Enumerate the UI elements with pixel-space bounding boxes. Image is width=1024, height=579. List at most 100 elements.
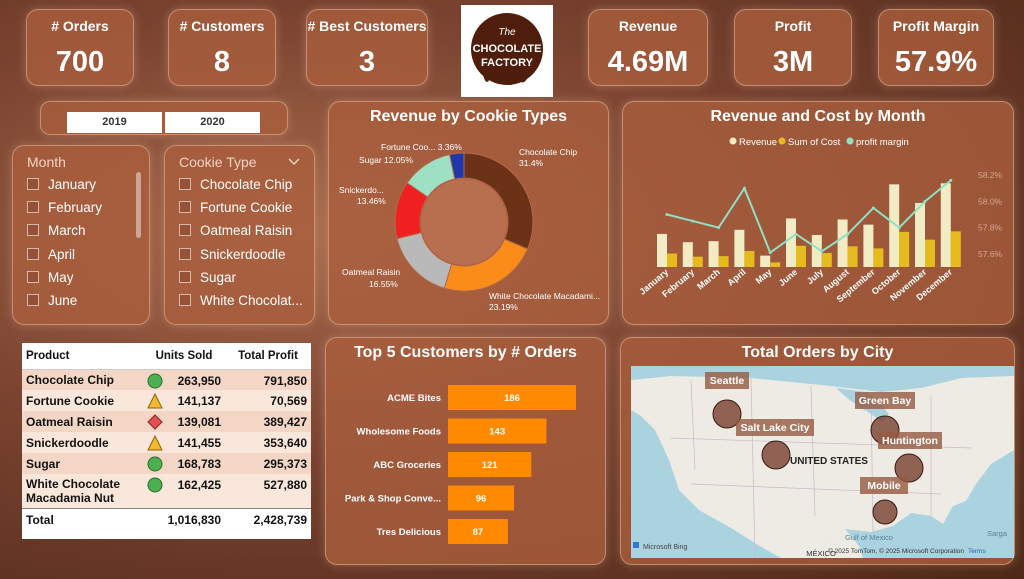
units-value: 162,425 — [177, 478, 221, 492]
header-units-sold[interactable]: Units Sold — [143, 343, 225, 370]
month-item-june[interactable]: June — [27, 290, 77, 310]
customer-label: Park & Shop Conve... — [345, 494, 441, 505]
profit-value: 791,850 — [263, 373, 307, 388]
month-item-label: January — [48, 176, 97, 192]
bar-revenue[interactable] — [786, 218, 796, 267]
bar-cost[interactable] — [950, 231, 961, 267]
label-sugar: Sugar 12.05% — [359, 155, 413, 165]
cell-profit: 527,880 — [225, 474, 311, 508]
label-oatmeal-name: Oatmeal Raisin — [342, 267, 400, 277]
customer-bar[interactable] — [448, 519, 508, 544]
bar-revenue[interactable] — [889, 184, 900, 267]
checkbox-icon — [179, 294, 191, 306]
map-label-country: UNITED STATES — [790, 456, 868, 467]
cookie-item-white-chocolate[interactable]: White Chocolat... — [179, 290, 303, 310]
status-green-circle-icon — [147, 373, 163, 388]
bar-cost[interactable] — [847, 246, 858, 267]
bar-cost[interactable] — [718, 256, 729, 267]
bar-revenue[interactable] — [811, 234, 822, 267]
map-bubble-mobile[interactable] — [872, 499, 898, 525]
cookie-item-chocolate-chip[interactable]: Chocolate Chip — [179, 174, 292, 194]
map-label-bg-green-bay — [855, 392, 915, 409]
header-product[interactable]: Product — [22, 343, 143, 370]
table-row[interactable]: Chocolate Chip 263,950 791,850 — [22, 369, 311, 390]
bar-cost[interactable] — [821, 253, 832, 267]
bar-cost[interactable] — [899, 231, 910, 267]
customer-bar[interactable] — [448, 452, 532, 477]
units-value: 263,950 — [177, 373, 221, 388]
customer-bar[interactable] — [448, 385, 576, 410]
kpi-customers-value: 8 — [213, 46, 231, 78]
checkbox-icon — [179, 201, 191, 213]
month-slicer-scrollbar[interactable] — [136, 172, 141, 238]
month-item-march[interactable]: March — [27, 220, 86, 240]
cookie-item-oatmeal-raisin[interactable]: Oatmeal Raisin — [179, 220, 292, 240]
table-row[interactable]: White Chocolate Macadamia Nut 162,425 527,… — [22, 474, 311, 508]
table-row[interactable]: Snickerdoodle 141,455 353,640 — [22, 432, 311, 453]
total-label: Total — [22, 507, 143, 532]
map-bubble-seattle[interactable] — [712, 399, 742, 429]
kpi-orders-card: # Orders 700 — [26, 9, 134, 86]
map-label-mobile: Mobile — [867, 480, 900, 492]
bar-revenue[interactable] — [915, 202, 925, 267]
checkbox-icon — [179, 178, 191, 190]
header-total-profit[interactable]: Total Profit — [225, 343, 311, 370]
table-row[interactable]: Fortune Cookie 141,137 70,569 — [22, 390, 311, 411]
donut-slice-fortune[interactable] — [448, 152, 465, 180]
customer-bar[interactable] — [448, 485, 515, 511]
bar-cost[interactable] — [667, 253, 677, 267]
bar-cost[interactable] — [770, 262, 781, 267]
map-view[interactable]: Seattle Green Bay Salt Lake City Hunting… — [631, 366, 1014, 558]
bar-revenue[interactable] — [837, 219, 848, 267]
checkbox-icon — [27, 224, 39, 236]
bar-cost[interactable] — [692, 256, 703, 267]
month-item-february[interactable]: February — [27, 197, 102, 217]
bar-revenue[interactable] — [940, 183, 951, 267]
margin-point — [820, 249, 824, 253]
legend-revenue-dot — [729, 137, 737, 145]
bar-revenue[interactable] — [760, 255, 771, 267]
table-row[interactable]: Oatmeal Raisin 139,081 389,427 — [22, 411, 311, 432]
map-bubble-salt-lake-city[interactable] — [761, 440, 791, 470]
bar-cost[interactable] — [873, 248, 884, 267]
label-chocolate-chip-pct: 31.4% — [519, 158, 544, 168]
label-snickerdoodle-name: Snickerdo... — [339, 185, 384, 195]
bar-cost[interactable] — [744, 250, 755, 267]
year-button-2019[interactable]: 2019 — [67, 112, 162, 133]
cell-units: 263,950 — [143, 369, 225, 390]
table-row[interactable]: Sugar 168,783 295,373 — [22, 453, 311, 474]
cookie-item-snickerdoodle[interactable]: Snickerdoodle — [179, 244, 286, 264]
chevron-down-icon[interactable] — [288, 158, 300, 166]
margin-point — [794, 232, 798, 236]
month-item-january[interactable]: January — [27, 174, 96, 194]
customer-bar[interactable] — [448, 418, 547, 444]
month-item-april[interactable]: April — [27, 244, 75, 264]
year-button-2020[interactable]: 2020 — [165, 112, 260, 133]
map-bubble-huntington[interactable] — [894, 453, 924, 483]
customer-value: 143 — [489, 427, 505, 438]
kpi-best-customers-label: # Best Customers — [307, 18, 427, 34]
kpi-profit-value: 3M — [772, 46, 814, 78]
product-name: Oatmeal Raisin — [26, 414, 113, 429]
bar-revenue[interactable] — [682, 242, 693, 267]
kpi-profit-label: Profit — [774, 18, 812, 34]
map-graphic: Seattle Green Bay Salt Lake City Hunting… — [631, 366, 1014, 558]
bar-cost[interactable] — [925, 239, 935, 267]
bar-revenue[interactable] — [657, 233, 667, 267]
cookie-item-fortune-cookie[interactable]: Fortune Cookie — [179, 197, 292, 217]
bar-revenue[interactable] — [708, 241, 719, 267]
bar-cost[interactable] — [796, 245, 806, 267]
bar-revenue[interactable] — [863, 224, 874, 267]
bar-revenue[interactable] — [734, 229, 745, 267]
company-logo: The CHOCOLATE FACTORY — [461, 5, 553, 97]
month-item-may[interactable]: May — [27, 267, 74, 287]
cell-product: Fortune Cookie — [22, 390, 143, 411]
customer-label: ACME Bites — [387, 393, 441, 404]
combo-chart: Revenue Sum of Cost profit margin 58.2% 5… — [637, 137, 1002, 304]
year-slicer: 2019 2020 — [40, 101, 288, 135]
map-terms-link[interactable]: Terms — [968, 548, 986, 555]
customers-bar-chart: ACME Bites 186 Wholesome Foods 143 ABC Groce… — [345, 385, 576, 544]
product-name: White Chocolate Macadamia Nut — [26, 476, 121, 505]
status-green-circle-icon — [147, 477, 163, 493]
cookie-item-sugar[interactable]: Sugar — [179, 267, 236, 287]
